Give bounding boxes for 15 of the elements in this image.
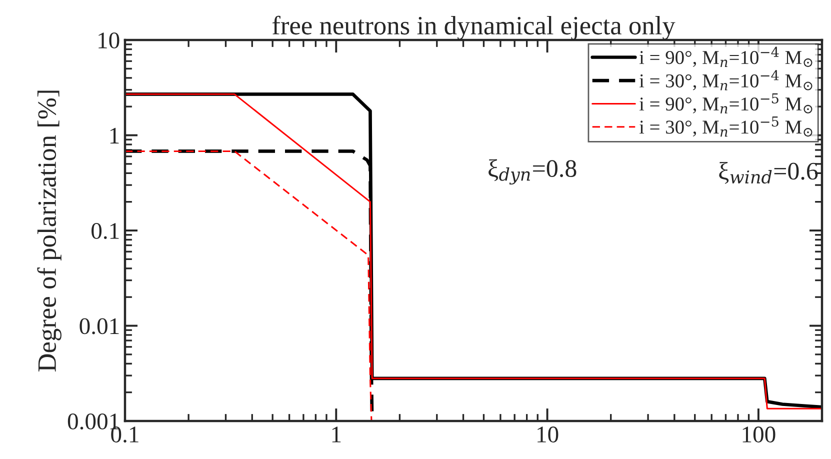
x-tick-label: 1 <box>332 426 341 442</box>
annotation: ξ$_{wind}$=0.6 <box>719 162 818 184</box>
y-tick-label: 0.1 <box>92 222 119 240</box>
annotation: ξ$_{dyn}$=0.8 <box>488 159 576 185</box>
legend-label: i = 90°, M$_{n}$=10$^{−4}$ M$_{⊙}$ <box>639 46 812 67</box>
legend-label: i = 30°, M$_{n}$=10$^{−4}$ M$_{⊙}$ <box>639 70 812 90</box>
x-tick-label: 10 <box>538 426 558 442</box>
chart-title: free neutrons in dynamical ejecta only <box>272 16 676 40</box>
y-tick-label: 0.01 <box>80 318 119 334</box>
y-tick-label: 10 <box>98 32 120 48</box>
y-axis-title: Degree of polarization [%] <box>37 90 62 372</box>
legend-label: i = 30°, M$_{n}$=10$^{−5}$ M$_{⊙}$ <box>639 116 812 137</box>
legend-label: i = 90°, M$_{n}$=10$^{−5}$ M$_{⊙}$ <box>639 93 812 114</box>
y-tick-label: 1 <box>110 128 119 144</box>
x-tick-label: 100 <box>742 426 776 442</box>
